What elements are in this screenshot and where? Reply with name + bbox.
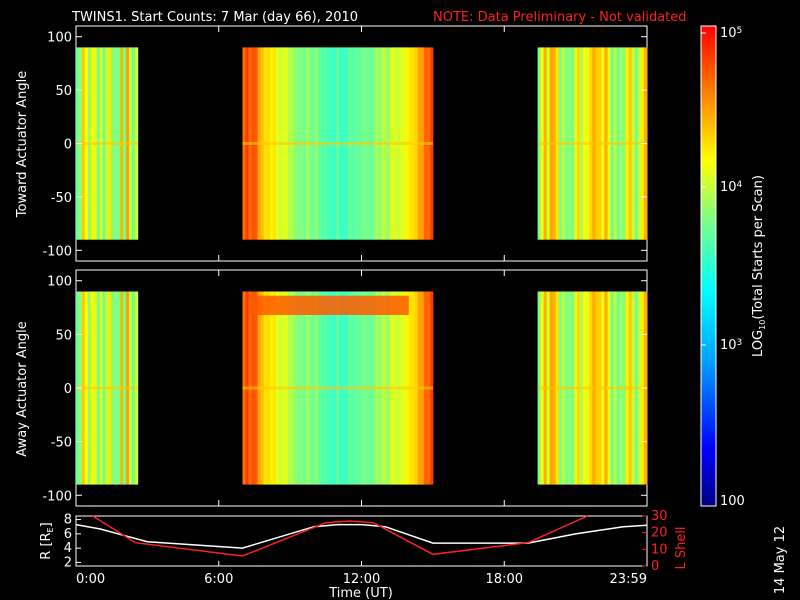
right-tick-label: 20	[651, 526, 668, 541]
orbit-left-ylabel: R [RE]	[39, 522, 55, 559]
y-tick-label: -100	[42, 489, 72, 504]
left-tick-label: 8	[64, 513, 72, 528]
panel-away-ylabel: Away Actuator Angle	[15, 321, 30, 456]
heatmap-zero-band	[537, 386, 647, 390]
y-tick-label: -50	[51, 191, 72, 206]
colorbar-tick-label: 103	[720, 338, 742, 353]
left-tick-label: 6	[64, 527, 72, 542]
y-tick-label: 0	[64, 138, 72, 153]
panel-away-y-ticks: 100 50 0 -50 -100	[42, 270, 648, 506]
time-axis-label: Time (UT)	[328, 586, 393, 600]
chart-title: TWINS1. Start Counts: 7 Mar (day 66), 20…	[71, 10, 358, 25]
panel-toward-ylabel: Toward Actuator Angle	[15, 71, 30, 218]
y-tick-label: -100	[42, 244, 72, 259]
time-axis-ticks: 0:00 6:00 12:00 18:00 23:59	[75, 561, 648, 587]
left-tick-label: 4	[64, 541, 72, 556]
panel-orbit-right-ticks: 30 2010 0	[642, 509, 668, 574]
orbit-right-ylabel: L Shell	[674, 526, 689, 569]
right-tick-label: 10	[651, 542, 668, 557]
panel-toward: 100 50 0 -50 -100 Toward Actuator Angle	[15, 25, 648, 262]
x-tick-label: 18:00	[486, 572, 523, 587]
heatmap-zero-band	[76, 142, 138, 145]
heatmap-high-band	[248, 295, 409, 315]
heatmap-zero-band	[76, 386, 138, 390]
y-tick-label: 100	[47, 275, 72, 290]
heatmap-zero-band	[242, 142, 433, 145]
x-tick-label: 0:00	[76, 572, 105, 587]
x-tick-label: 6:00	[204, 572, 233, 587]
right-tick-label: 30	[651, 509, 668, 524]
series-lshell-line	[92, 515, 588, 557]
heatmap-zero-band	[537, 142, 647, 145]
right-tick-label: 0	[651, 559, 659, 574]
date-stamp: 14 May 12	[773, 526, 788, 594]
y-tick-label: -50	[51, 436, 72, 451]
colorbar-tick-label: 104	[720, 180, 743, 195]
y-tick-label: 100	[47, 31, 72, 46]
x-tick-label: 12:00	[343, 572, 380, 587]
panel-away: 100 50 0 -50 -100 Away Actuator Angle	[15, 269, 648, 507]
panel-orbit-lines	[75, 515, 648, 557]
heatmap-zero-band	[242, 386, 433, 390]
colorbar-ticks: 105 104 103 100	[701, 26, 745, 509]
preliminary-note: NOTE: Data Preliminary - Not validated	[433, 10, 687, 25]
colorbar: 105 104 103 100 LOG10(Total Starts per Scan…	[700, 25, 767, 509]
colorbar-gradient	[700, 25, 717, 507]
left-tick-label: 2	[64, 555, 72, 570]
y-tick-label: 0	[64, 382, 72, 397]
y-tick-label: 50	[55, 328, 72, 343]
series-r-line	[75, 523, 648, 549]
panel-toward-y-ticks: 100 50 0 -50 -100	[42, 26, 648, 261]
colorbar-bottom-label: 100	[720, 494, 745, 509]
colorbar-label: LOG10(Total Starts per Scan)	[751, 175, 767, 357]
colorbar-tick-label: 105	[720, 26, 742, 41]
y-tick-label: 50	[55, 84, 72, 99]
panel-toward-heatmap	[76, 47, 648, 240]
x-tick-label: 23:59	[610, 572, 647, 587]
panel-orbit-frame	[75, 515, 648, 567]
